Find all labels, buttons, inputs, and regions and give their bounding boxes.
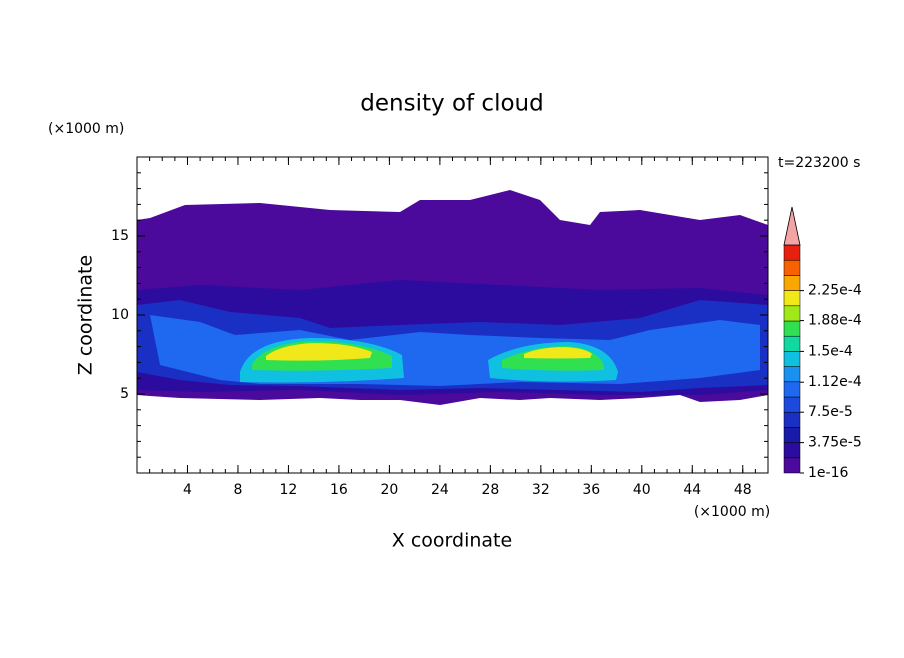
x-tick-label: 12 [280,482,298,498]
colorbar-label: 1.88e-4 [808,313,862,329]
colorbar-band [783,411,801,428]
chart-title: density of cloud [360,91,543,117]
x-tick-label: 40 [633,482,651,498]
x-axis-label: X coordinate [392,530,512,552]
y-tick-label: 5 [120,386,129,402]
colorbar-label: 1.12e-4 [808,374,862,390]
x-tick-label: 32 [532,482,550,498]
colorbar-band [783,244,801,261]
colorbar-band [783,442,801,459]
x-tick-label: 44 [683,482,701,498]
colorbar-band [783,427,801,443]
y-unit: (×1000 m) [48,121,124,137]
colorbar-band [783,290,801,307]
colorbar-label: 1e-16 [808,465,848,481]
colorbar-band [783,259,801,276]
x-tick-label: 36 [582,482,600,498]
colorbar-band [783,396,801,413]
x-tick-label: 4 [183,482,192,498]
colorbar-band [783,335,801,352]
colorbar-label: 7.5e-5 [808,404,853,420]
colorbar-label: 3.75e-5 [808,435,862,451]
x-tick-label: 8 [233,482,242,498]
contour-field [137,190,768,405]
colorbar-label: 2.25e-4 [808,283,862,299]
colorbar-band [783,275,801,291]
colorbar-band [783,457,801,474]
colorbar-band [783,351,801,367]
colorbar-band [783,305,801,322]
x-tick-label: 48 [734,482,752,498]
y-tick-label: 10 [111,307,129,323]
colorbar-band [783,320,801,337]
x-tick-label: 16 [330,482,348,498]
x-tick-label: 24 [431,482,449,498]
y-axis-label: Z coordinate [75,255,97,375]
x-unit: (×1000 m) [694,504,770,520]
x-tick-label: 28 [481,482,499,498]
colorbar-band [783,366,801,383]
x-tick-label: 20 [380,482,398,498]
colorbar-extend [783,206,801,246]
annotation: t=223200 s [778,155,860,171]
colorbar-label: 1.5e-4 [808,343,853,359]
y-tick-label: 15 [111,228,129,244]
colorbar-band [783,381,801,398]
